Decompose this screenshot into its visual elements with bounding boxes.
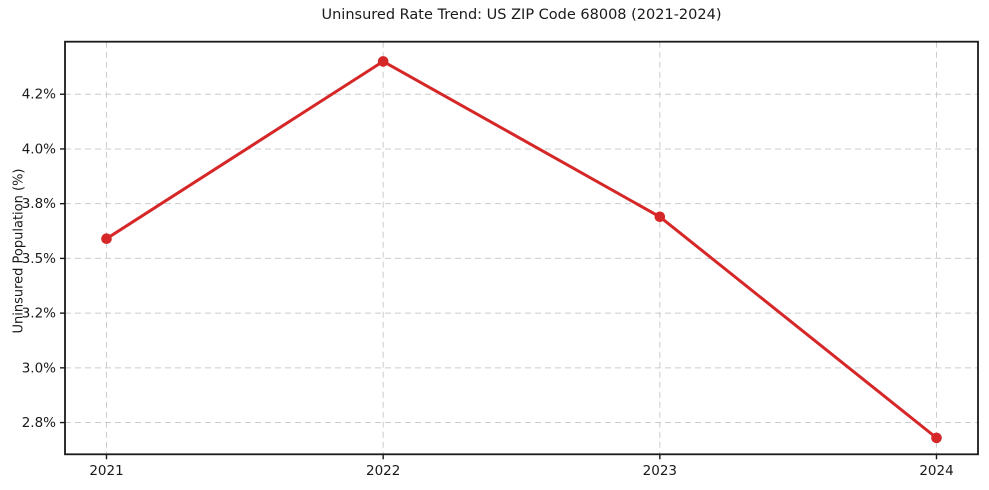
data-point — [101, 233, 112, 244]
plot-border — [64, 40, 979, 456]
data-point — [931, 432, 942, 444]
chart-title: Uninsured Rate Trend: US ZIP Code 68008 … — [321, 7, 722, 23]
y-tick-label: 2.8% — [22, 415, 56, 431]
x-tick-label: 2023 — [643, 463, 677, 479]
x-tick-label: 2021 — [89, 463, 123, 479]
data-point — [377, 56, 389, 67]
y-tick-label: 3.2% — [22, 306, 56, 322]
y-tick-label: 3.0% — [22, 360, 56, 376]
x-tick-label: 2024 — [919, 463, 953, 479]
y-tick-label: 3.5% — [22, 251, 56, 267]
data-point — [654, 211, 666, 223]
y-tick-label: 4.2% — [22, 87, 56, 103]
y-tick-label: 3.8% — [22, 196, 56, 212]
y-tick-label: 4.0% — [22, 141, 56, 157]
x-tick-label: 2022 — [366, 463, 400, 479]
trend-line — [105, 59, 938, 440]
